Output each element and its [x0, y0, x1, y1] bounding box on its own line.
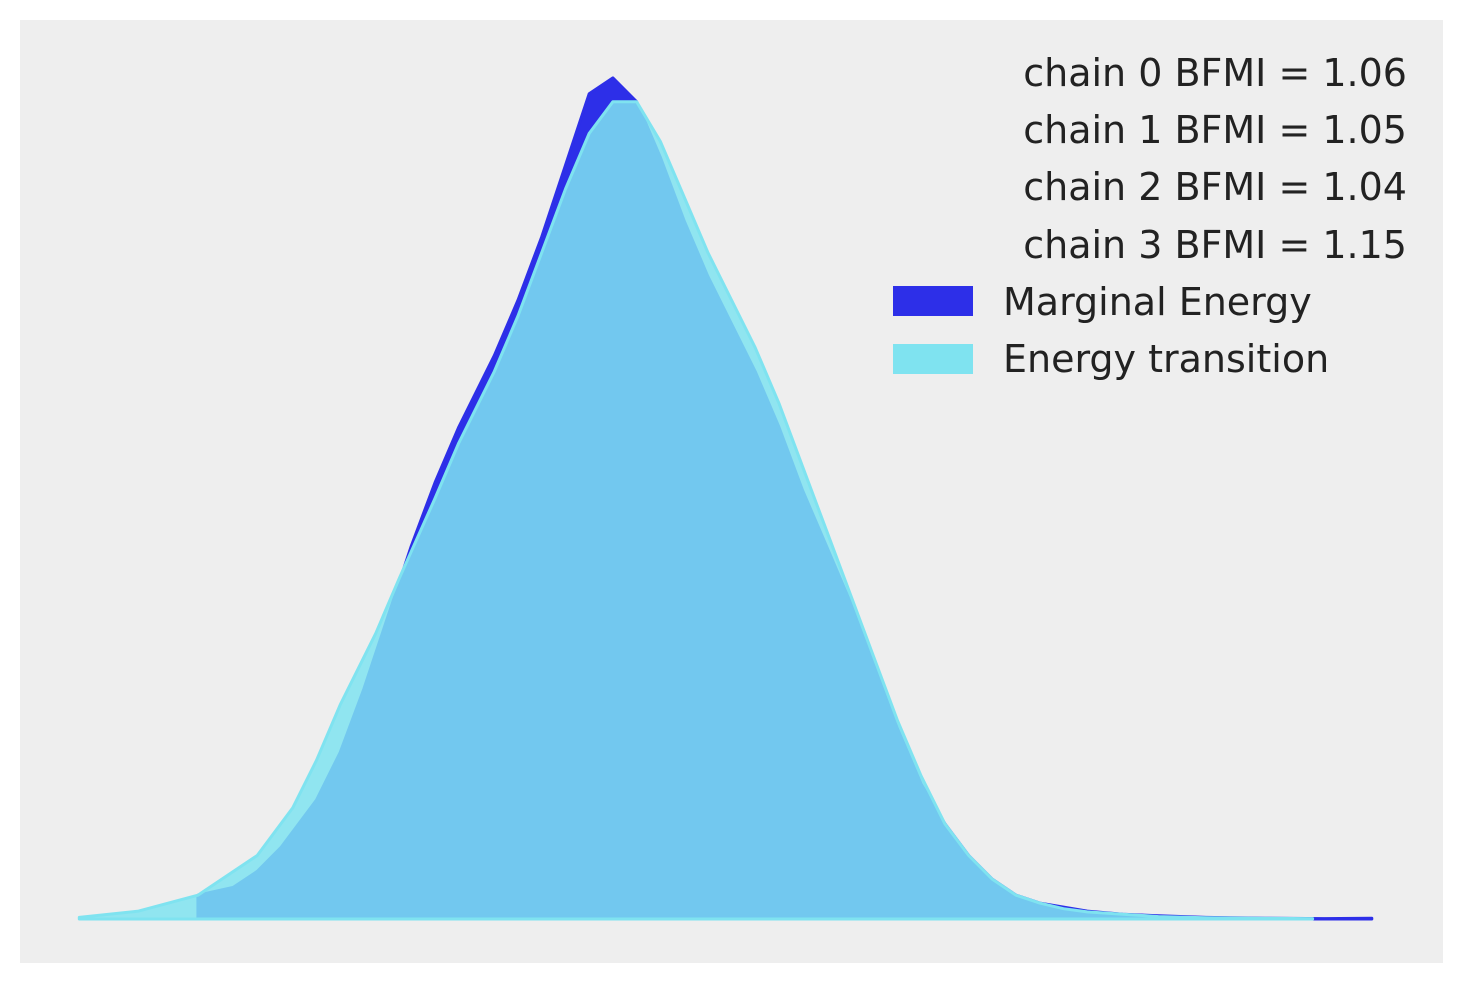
legend-label-marginal-energy: Marginal Energy — [1003, 280, 1312, 324]
bfmi-label-chain-0: chain 0 BFMI = 1.06 — [1023, 51, 1407, 95]
legend: chain 0 BFMI = 1.06 chain 1 BFMI = 1.05 … — [893, 51, 1407, 381]
legend-label-energy-transition: Energy transition — [1003, 337, 1329, 381]
density-layer — [77, 76, 1374, 921]
legend-swatch-energy-transition — [893, 344, 973, 374]
bfmi-label-chain-3: chain 3 BFMI = 1.15 — [1023, 223, 1407, 267]
density-area-energy-transition — [77, 100, 1315, 921]
bfmi-label-chain-2: chain 2 BFMI = 1.04 — [1023, 165, 1407, 209]
legend-swatch-marginal-energy — [893, 286, 973, 316]
bfmi-label-chain-1: chain 1 BFMI = 1.05 — [1023, 108, 1407, 152]
